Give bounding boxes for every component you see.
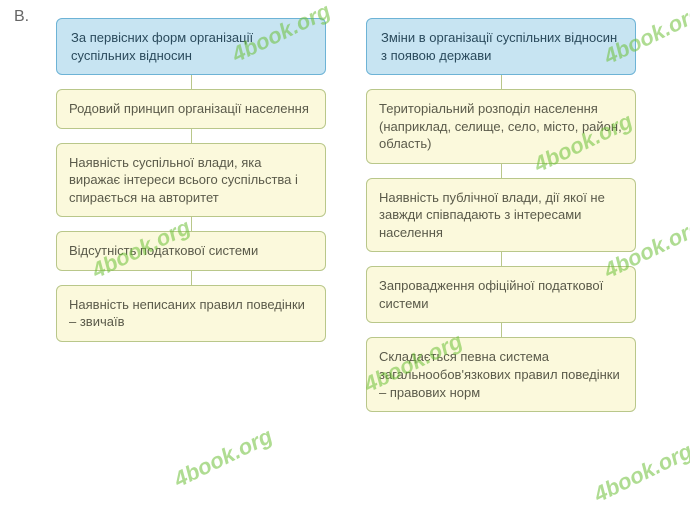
watermark: 4book.org <box>590 438 690 508</box>
right-item-3: Запровадження офіційної податкової систе… <box>366 266 636 323</box>
left-item-1: Родовий принцип організації населення <box>56 89 326 129</box>
right-column: Зміни в організації суспільних відносин … <box>366 18 636 412</box>
connector <box>191 129 192 143</box>
watermark: 4book.org <box>170 423 277 493</box>
connector <box>501 164 502 178</box>
left-column: За первісних форм організації суспільних… <box>56 18 326 412</box>
right-item-1: Територіальний розподіл населення (напри… <box>366 89 636 164</box>
left-item-3: Відсутність податкової системи <box>56 231 326 271</box>
section-label: В. <box>14 8 29 26</box>
connector <box>191 217 192 231</box>
right-header: Зміни в організації суспільних відносин … <box>366 18 636 75</box>
connector <box>191 271 192 285</box>
diagram-columns: За первісних форм організації суспільних… <box>0 0 690 422</box>
left-item-2: Наявність суспільної влади, яка виражає … <box>56 143 326 218</box>
left-header: За первісних форм організації суспільних… <box>56 18 326 75</box>
left-item-4: Наявність неписаних правил поведінки – з… <box>56 285 326 342</box>
right-item-4: Складається певна система загальнообов'я… <box>366 337 636 412</box>
right-item-2: Наявність публічної влади, дії якої не з… <box>366 178 636 253</box>
connector <box>191 75 192 89</box>
connector <box>501 252 502 266</box>
connector <box>501 323 502 337</box>
connector <box>501 75 502 89</box>
